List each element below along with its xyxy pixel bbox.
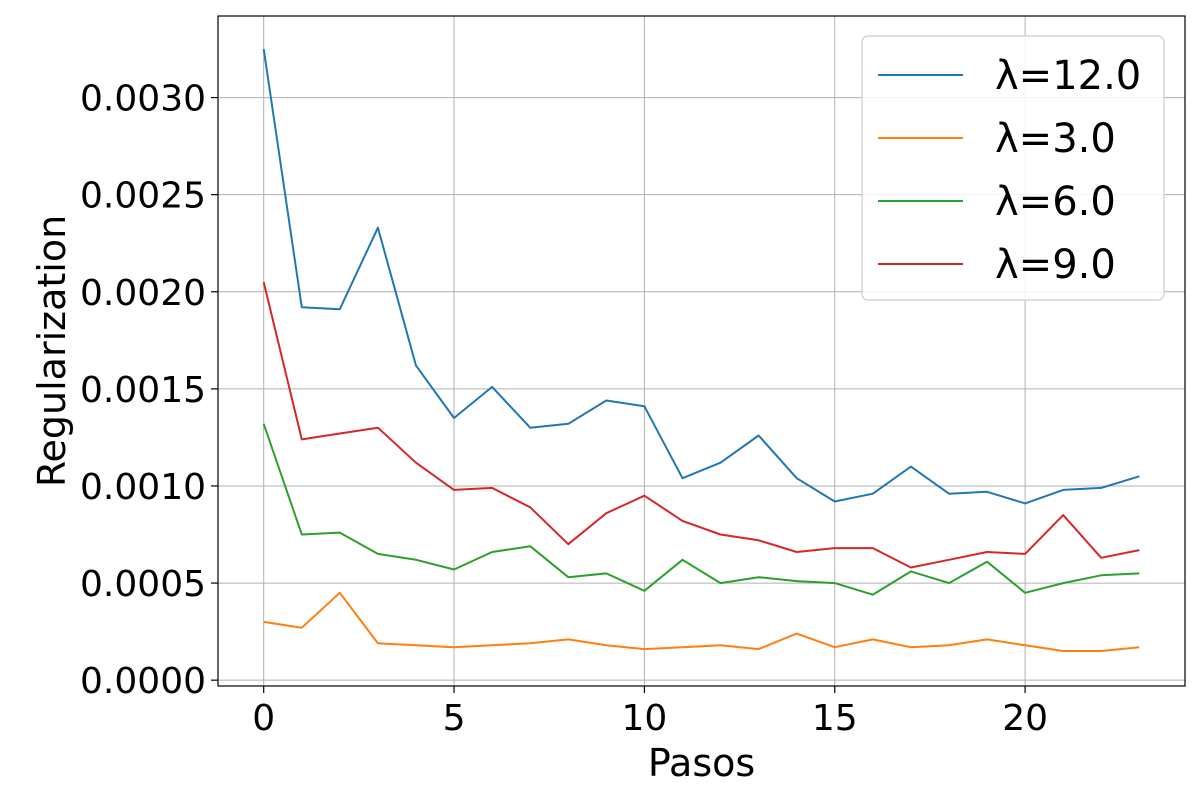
y-tick-label: 0.0005 — [80, 564, 206, 605]
legend-box — [861, 35, 1165, 301]
x-tick-label: 5 — [443, 698, 466, 739]
x-tick-label: 15 — [812, 698, 858, 739]
series-line-1 — [263, 591, 1140, 652]
x-axis-label: Pasos — [648, 741, 755, 785]
legend-item: λ=3.0 — [878, 116, 1116, 162]
x-tick-label: 20 — [1002, 698, 1048, 739]
y-tick-label: 0.0015 — [80, 370, 206, 411]
legend-item: λ=6.0 — [878, 179, 1116, 225]
legend-label: λ=12.0 — [995, 53, 1141, 99]
series-line-0 — [262, 48, 1140, 505]
y-tick-label: 0.0025 — [80, 176, 206, 217]
legend-item: λ=9.0 — [878, 242, 1116, 288]
series-lines — [262, 48, 1140, 652]
x-tick-label: 10 — [621, 698, 667, 739]
y-axis-ticks: 0.0000 0.0005 0.0010 0.0015 0.0020 0.0025 0.00… — [80, 79, 218, 702]
y-tick-label: 0.0020 — [80, 273, 206, 314]
plot-frame — [217, 15, 1186, 687]
x-tick-label: 0 — [252, 698, 275, 739]
y-tick-label: 0.0030 — [80, 79, 206, 120]
x-axis-ticks: 0 5 10 15 20 — [252, 686, 1048, 739]
y-axis-label: Regularization — [30, 215, 74, 487]
legend-label: λ=6.0 — [995, 179, 1116, 225]
series-line-3 — [262, 281, 1140, 569]
y-tick-label: 0.0000 — [80, 661, 206, 702]
series-line-2 — [262, 423, 1140, 596]
legend-label: λ=3.0 — [995, 116, 1116, 162]
legend: λ=12.0 λ=3.0 λ=6.0 λ=9.0 — [861, 35, 1165, 301]
legend-label: λ=9.0 — [995, 242, 1116, 288]
y-tick-label: 0.0010 — [80, 467, 206, 508]
legend-item: λ=12.0 — [878, 53, 1141, 99]
